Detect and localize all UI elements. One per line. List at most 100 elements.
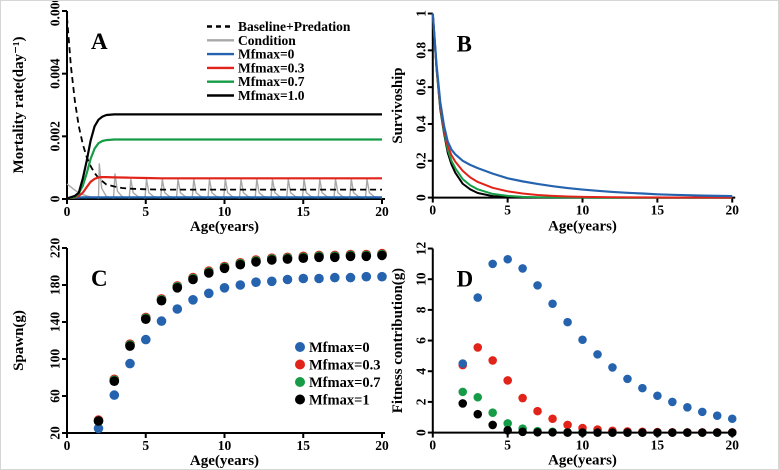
legend-item-mfmax-0-7: Mfmax=0.7 bbox=[295, 375, 380, 391]
legend-label: Condition bbox=[238, 33, 296, 48]
svg-text:20: 20 bbox=[726, 437, 740, 452]
svg-text:15: 15 bbox=[297, 438, 311, 453]
svg-text:20: 20 bbox=[726, 203, 740, 218]
panel-a-chart: 0 5 10 15 20 0 0.002 0.004 0.006 Age(years) Mortal… bbox=[11, 1, 389, 235]
svg-text:100: 100 bbox=[48, 349, 63, 370]
legend-label: Mfmax=0 bbox=[238, 47, 295, 62]
y-tick-labels: 0 0.002 0.004 0.006 bbox=[48, 1, 67, 202]
panel-letter: D bbox=[457, 266, 474, 291]
panel-letter: B bbox=[457, 31, 472, 56]
svg-text:12: 12 bbox=[413, 242, 428, 256]
svg-text:0: 0 bbox=[413, 429, 428, 436]
panel-b: 0 5 10 15 20 0 0.2 0.4 0.6 0.8 1 Age(years) Survivos… bbox=[391, 1, 778, 235]
legend-label: Mfmax=1.0 bbox=[238, 88, 305, 103]
x-axis-title: Age(years) bbox=[190, 219, 259, 235]
svg-text:8: 8 bbox=[413, 306, 428, 313]
svg-text:0: 0 bbox=[413, 194, 428, 201]
y-axis-title: Fitness contribution(g) bbox=[391, 268, 406, 413]
svg-text:0.6: 0.6 bbox=[413, 78, 428, 95]
panel-letter: C bbox=[91, 266, 108, 291]
legend-label: Mfmax=0.7 bbox=[309, 375, 380, 391]
legend: Baseline+PredationConditionMfmax=0Mfmax=… bbox=[207, 19, 351, 103]
svg-text:10: 10 bbox=[218, 438, 232, 453]
y-tick-labels: 0 0.2 0.4 0.6 0.8 1 bbox=[413, 10, 433, 201]
panel-d-chart: 0 5 10 15 20 0 2 4 6 8 10 12 Age(years) Fitness contr… bbox=[391, 242, 740, 469]
series-mfmax-0 bbox=[66, 196, 382, 200]
legend-label: Mfmax=0.7 bbox=[238, 74, 305, 89]
series-mfmax-0 bbox=[458, 255, 737, 424]
svg-text:0: 0 bbox=[64, 438, 71, 453]
panel-c: 0 5 10 15 20 20 60 100 140 180 220 Age(years) Spawn(… bbox=[1, 235, 391, 469]
legend-dot-swatch bbox=[295, 377, 305, 387]
axes bbox=[431, 13, 736, 199]
series-mfmax-0-3 bbox=[431, 13, 733, 199]
series-mfmax-1-0 bbox=[66, 113, 382, 200]
series-baseline-predation bbox=[66, 17, 382, 191]
svg-text:2: 2 bbox=[413, 398, 428, 405]
series-mfmax-0 bbox=[431, 13, 733, 198]
svg-text:15: 15 bbox=[651, 437, 665, 452]
x-axis-title: Age(years) bbox=[190, 453, 259, 469]
svg-text:0.4: 0.4 bbox=[413, 115, 428, 132]
legend-dot-swatch bbox=[295, 359, 305, 370]
legend-item-condition: Condition bbox=[207, 33, 296, 48]
svg-text:140: 140 bbox=[48, 312, 63, 333]
panel-d: 0 5 10 15 20 0 2 4 6 8 10 12 Age(years) Fitness contr… bbox=[391, 235, 778, 469]
legend-label: Mfmax=0.3 bbox=[238, 60, 305, 75]
x-axis-title: Age(years) bbox=[548, 218, 617, 234]
svg-text:10: 10 bbox=[218, 204, 232, 219]
panel-c-chart: 0 5 10 15 20 20 60 100 140 180 220 Age(years) Spawn(… bbox=[11, 238, 389, 469]
svg-text:0: 0 bbox=[48, 195, 63, 202]
svg-text:10: 10 bbox=[413, 272, 428, 286]
series-mfmax-1-0 bbox=[431, 13, 733, 199]
svg-text:10: 10 bbox=[576, 203, 590, 218]
panel-letter: A bbox=[91, 29, 108, 54]
series-condition bbox=[66, 163, 382, 199]
svg-text:15: 15 bbox=[651, 203, 665, 218]
svg-text:0: 0 bbox=[429, 437, 436, 452]
legend-item-mfmax-0: Mfmax=0 bbox=[295, 340, 370, 356]
legend-item-mfmax-0-7: Mfmax=0.7 bbox=[207, 74, 305, 89]
series-mfmax-0-7 bbox=[431, 13, 733, 199]
legend-item-mfmax-0-3: Mfmax=0.3 bbox=[207, 60, 305, 75]
svg-text:60: 60 bbox=[48, 389, 63, 403]
svg-text:5: 5 bbox=[504, 203, 511, 218]
svg-text:20: 20 bbox=[375, 204, 389, 219]
y-axis-title: Survivoship bbox=[391, 67, 406, 143]
legend-label: Mfmax=1 bbox=[309, 393, 370, 409]
series-mfmax-1 bbox=[93, 250, 387, 426]
svg-text:20: 20 bbox=[48, 426, 63, 440]
svg-text:10: 10 bbox=[576, 437, 590, 452]
svg-text:0.006: 0.006 bbox=[48, 1, 63, 26]
legend-dot-swatch bbox=[295, 394, 305, 405]
svg-text:0.2: 0.2 bbox=[413, 152, 428, 169]
x-tick-labels: 0 5 10 15 20 bbox=[64, 199, 389, 219]
svg-text:0.004: 0.004 bbox=[48, 58, 63, 89]
panel-b-chart: 0 5 10 15 20 0 0.2 0.4 0.6 0.8 1 Age(years) Survivos… bbox=[391, 10, 740, 235]
x-tick-labels: 0 5 10 15 20 bbox=[429, 197, 740, 218]
x-axis-title: Age(years) bbox=[548, 452, 617, 468]
y-axis-title: Spawn(g) bbox=[11, 310, 27, 371]
svg-text:15: 15 bbox=[297, 204, 311, 219]
svg-text:5: 5 bbox=[504, 437, 511, 452]
svg-text:0: 0 bbox=[64, 204, 71, 219]
svg-text:0.002: 0.002 bbox=[48, 121, 63, 152]
legend-item-baseline-predation: Baseline+Predation bbox=[207, 19, 351, 34]
x-tick-labels: 0 5 10 15 20 bbox=[64, 433, 389, 453]
legend-dot-swatch bbox=[295, 342, 305, 352]
svg-text:0.8: 0.8 bbox=[413, 42, 428, 59]
legend-item-mfmax-0: Mfmax=0 bbox=[207, 47, 295, 62]
svg-text:180: 180 bbox=[48, 275, 63, 296]
svg-text:5: 5 bbox=[142, 204, 149, 219]
svg-text:220: 220 bbox=[48, 238, 63, 259]
svg-text:20: 20 bbox=[375, 438, 389, 453]
svg-text:1: 1 bbox=[413, 10, 428, 17]
series-mfmax-0-3 bbox=[66, 176, 382, 200]
legend-item-mfmax-1-0: Mfmax=1.0 bbox=[207, 88, 305, 103]
panel-a: 0 5 10 15 20 0 0.002 0.004 0.006 Age(years) Mortal… bbox=[1, 1, 391, 235]
svg-text:6: 6 bbox=[413, 337, 428, 344]
legend-item-mfmax-0-3: Mfmax=0.3 bbox=[295, 358, 380, 374]
svg-text:5: 5 bbox=[142, 438, 149, 453]
